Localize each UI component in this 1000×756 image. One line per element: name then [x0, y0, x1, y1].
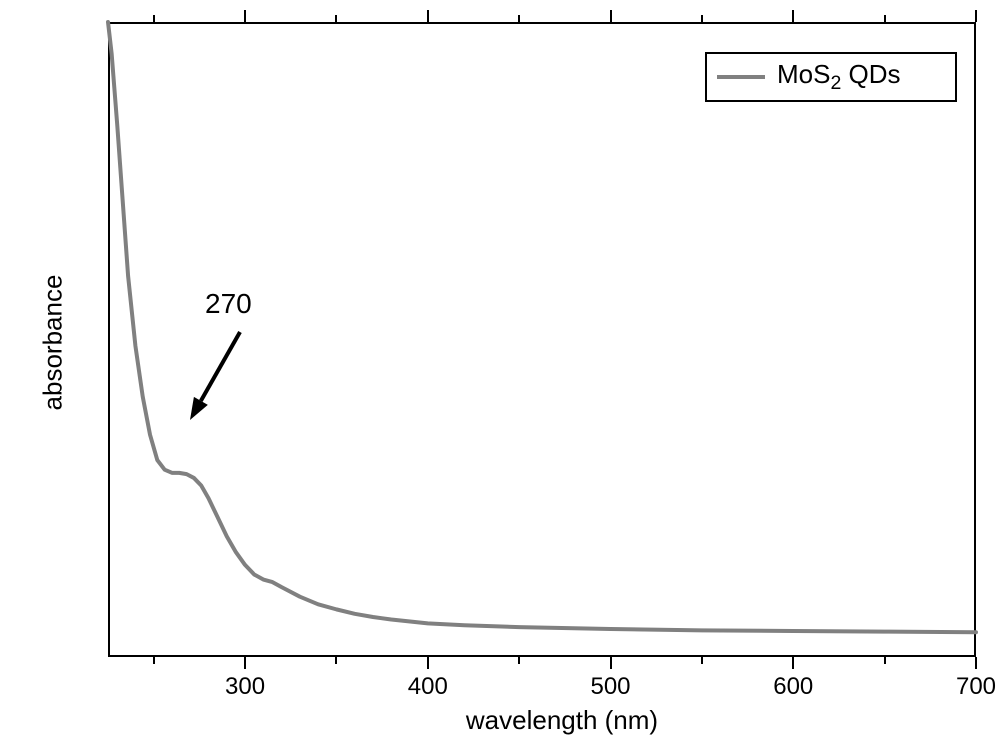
x-tick-minor — [518, 657, 520, 664]
x-tick-major — [792, 657, 794, 669]
x-tick-major-top — [244, 10, 246, 22]
x-tick-major-top — [427, 10, 429, 22]
peak-annotation-arrow — [0, 0, 1000, 756]
y-axis-title: absorbance — [38, 242, 69, 442]
x-tick-label: 400 — [398, 673, 458, 701]
x-tick-minor-top — [518, 15, 520, 22]
x-tick-minor — [153, 657, 155, 664]
x-tick-label: 300 — [215, 673, 275, 701]
x-tick-major — [244, 657, 246, 669]
x-tick-major-top — [975, 10, 977, 22]
x-tick-minor — [701, 657, 703, 664]
x-tick-minor — [884, 657, 886, 664]
x-tick-minor-top — [153, 15, 155, 22]
x-tick-minor-top — [884, 15, 886, 22]
x-tick-minor-top — [335, 15, 337, 22]
x-tick-minor-top — [701, 15, 703, 22]
x-tick-label: 500 — [581, 673, 641, 701]
x-tick-label: 700 — [946, 673, 1000, 701]
x-tick-minor — [335, 657, 337, 664]
x-tick-major-top — [610, 10, 612, 22]
x-tick-major — [427, 657, 429, 669]
x-tick-major-top — [792, 10, 794, 22]
x-tick-label: 600 — [763, 673, 823, 701]
x-tick-major — [610, 657, 612, 669]
x-axis-title: wavelength (nm) — [432, 705, 692, 736]
x-tick-major — [975, 657, 977, 669]
figure-root: MoS2 QDs 270 wavelength (nm) absorbance … — [0, 0, 1000, 756]
